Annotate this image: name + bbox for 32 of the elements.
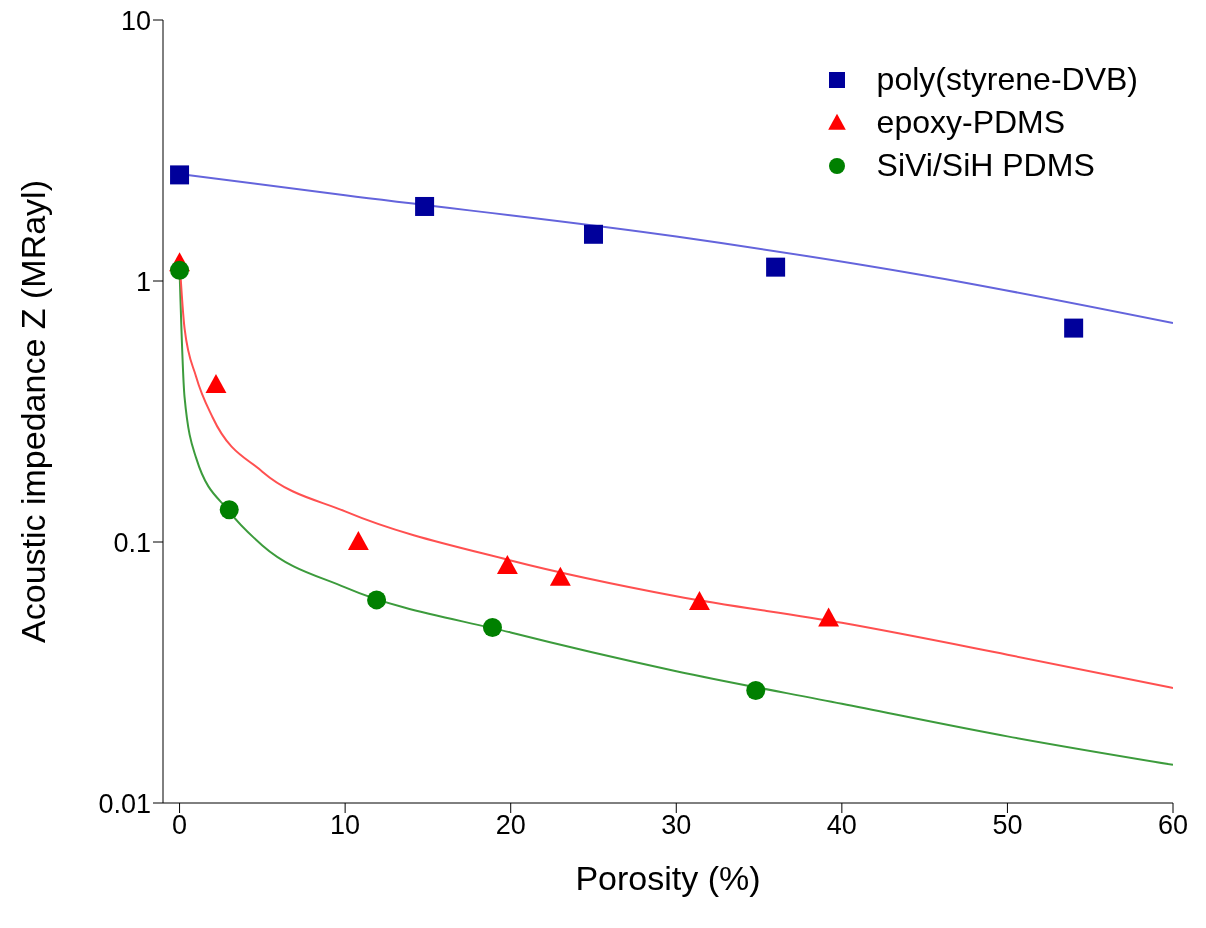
legend-label: poly(styrene-DVB) bbox=[876, 60, 1138, 99]
point bbox=[205, 373, 227, 393]
x-axis-title: Porosity (%) bbox=[575, 859, 761, 897]
y-tick-label: 10 bbox=[120, 5, 151, 36]
y-axis-title: Acoustic impedance Z (MRayl) bbox=[14, 180, 53, 643]
x-tick-label: 60 bbox=[1157, 810, 1189, 841]
x-tick-label: 40 bbox=[826, 810, 857, 841]
point bbox=[746, 680, 766, 700]
y-tick-label: 0.01 bbox=[98, 788, 151, 819]
point bbox=[766, 257, 786, 277]
point bbox=[1064, 318, 1084, 338]
point bbox=[219, 500, 239, 520]
legend-label: SiVi/SiH PDMS bbox=[876, 146, 1095, 185]
point bbox=[496, 554, 518, 574]
point bbox=[415, 196, 435, 216]
point bbox=[818, 607, 840, 627]
y-tick-label: 0.1 bbox=[113, 527, 151, 558]
y-tick-label: 1 bbox=[135, 266, 151, 297]
x-tick-label: 20 bbox=[495, 810, 526, 841]
point bbox=[482, 618, 502, 638]
point bbox=[170, 165, 190, 185]
point bbox=[170, 260, 190, 280]
x-tick-label: 10 bbox=[330, 810, 361, 841]
legend-label: epoxy-PDMS bbox=[876, 103, 1066, 142]
x-tick-label: 0 bbox=[172, 810, 188, 841]
point bbox=[549, 566, 571, 586]
point bbox=[583, 224, 603, 244]
point bbox=[689, 590, 710, 610]
x-tick-label: 30 bbox=[661, 810, 692, 841]
point bbox=[347, 531, 369, 551]
point bbox=[367, 590, 387, 610]
x-tick-label: 50 bbox=[992, 810, 1023, 841]
